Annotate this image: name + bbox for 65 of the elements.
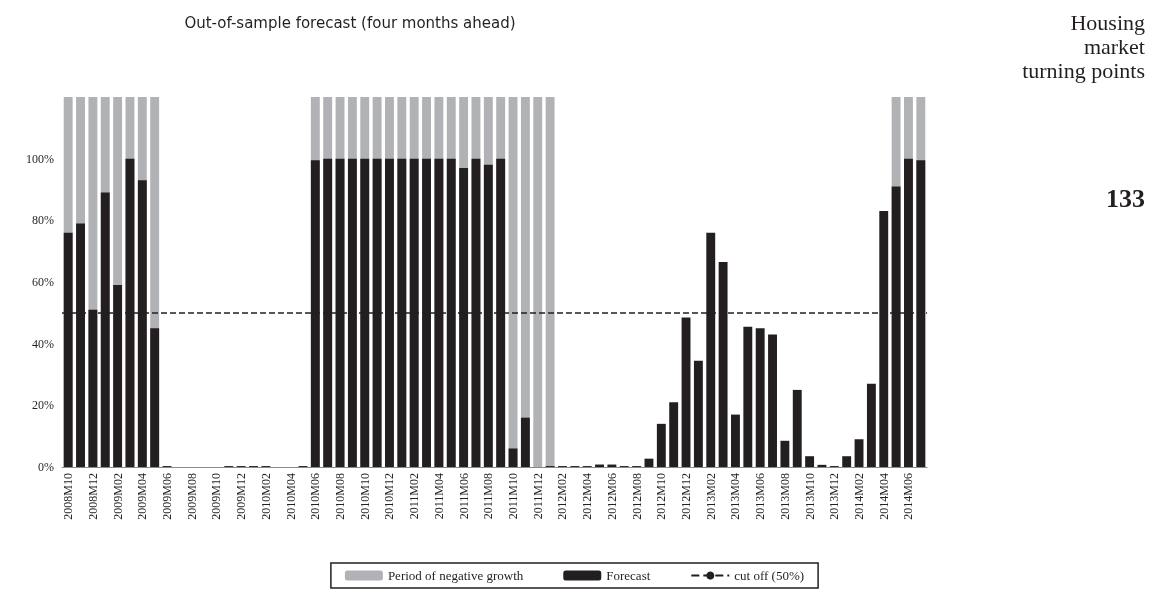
- x-tick-label: 2009M08: [184, 473, 199, 520]
- x-tick-label: 2009M10: [209, 473, 224, 520]
- x-tick-label: 2009M02: [110, 473, 125, 520]
- x-tick-label: 2013M04: [728, 473, 743, 520]
- y-tick-label: 20%: [32, 398, 54, 413]
- bar: [780, 440, 790, 467]
- x-tick-label: 2011M06: [456, 473, 471, 520]
- x-tick-label: 2012M10: [654, 473, 669, 520]
- bar: [681, 317, 691, 467]
- bar: [731, 414, 740, 467]
- x-tick-label: 2008M12: [85, 473, 100, 520]
- bar: [866, 383, 876, 467]
- x-tick-label: 2010M10: [357, 473, 372, 520]
- x-tick-label: 2011M04: [431, 473, 446, 520]
- bar: [842, 456, 852, 467]
- x-tick-label: 2013M08: [777, 473, 792, 520]
- x-tick-label: 2010M04: [283, 473, 298, 520]
- bar: [656, 423, 666, 467]
- x-tick-label: 2014M04: [876, 473, 891, 520]
- bar: [768, 334, 777, 467]
- y-tick-label: 0%: [38, 460, 54, 474]
- legend-label: cut off (50%): [734, 568, 805, 583]
- bar: [520, 417, 530, 467]
- x-tick-label: 2008M10: [61, 473, 76, 520]
- bar: [792, 389, 802, 467]
- x-tick-label: 2013M06: [753, 473, 768, 520]
- x-tick-label: 2010M12: [382, 473, 397, 520]
- legend-label: Period of negative growth: [387, 568, 524, 583]
- chart-title: Out-of-sample forecast (four months ahead): [184, 13, 516, 32]
- y-tick-label: 40%: [32, 336, 54, 351]
- x-tick-label: 2010M08: [333, 473, 348, 520]
- x-tick-label: 2013M02: [703, 473, 718, 520]
- bar: [854, 439, 864, 467]
- y-tick-label: 100%: [26, 151, 54, 166]
- x-tick-label: 2012M02: [555, 473, 570, 520]
- x-tick-label: 2010M02: [258, 473, 273, 520]
- bar: [150, 328, 160, 467]
- bar: [545, 97, 555, 467]
- x-tick-label: 2013M10: [802, 473, 817, 520]
- x-tick-label: 2011M02: [407, 473, 422, 520]
- x-tick-label: 2011M12: [530, 473, 545, 520]
- x-tick-label: 2009M04: [135, 473, 150, 520]
- bar: [533, 97, 543, 467]
- text: 133: [1106, 183, 1145, 213]
- x-tick-label: 2014M02: [852, 473, 867, 520]
- bar: [755, 328, 765, 467]
- x-tick-label: 2011M08: [481, 473, 496, 520]
- x-tick-label: 2012M08: [629, 473, 644, 520]
- y-tick-label: 60%: [32, 275, 54, 289]
- x-tick-label: 2009M12: [234, 473, 249, 520]
- x-tick-label: 2010M06: [308, 473, 323, 520]
- x-tick-label: 2012M12: [679, 473, 694, 520]
- x-tick-label: 2011M10: [506, 473, 521, 520]
- bar: [669, 402, 679, 467]
- y-tick-label: 80%: [32, 213, 54, 228]
- text: Housing market turning points: [1022, 9, 1145, 83]
- x-tick-label: 2014M06: [901, 473, 916, 520]
- x-tick-label: 2013M12: [827, 473, 842, 520]
- x-tick-label: 2012M06: [604, 473, 619, 520]
- x-tick-label: 2012M04: [580, 473, 595, 520]
- bar: [693, 360, 703, 467]
- bar: [743, 326, 753, 467]
- bar: [805, 456, 815, 467]
- x-tick-label: 2009M06: [160, 473, 175, 520]
- legend-label: Forecast: [606, 568, 651, 583]
